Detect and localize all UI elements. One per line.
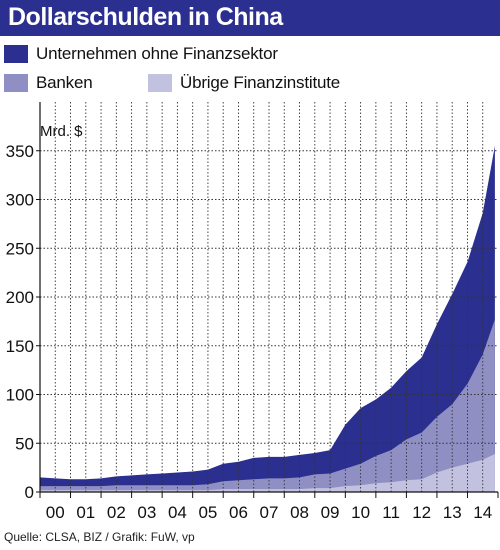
x-tick-label: 02 [107, 503, 126, 522]
x-tick-labels: 00 01 02 03 04 05 06 07 08 09 10 11 12 13 14 [46, 503, 492, 522]
y-tick-label: 50 [15, 434, 34, 453]
y-tick-label: 300 [6, 191, 34, 210]
y-tick-label: 350 [6, 142, 34, 161]
area-uebrige [40, 454, 495, 492]
area-layers [40, 145, 495, 492]
y-unit-label: Mrd. $ [40, 123, 83, 140]
y-tick-label: 150 [6, 337, 34, 356]
x-tick-label: 12 [412, 503, 431, 522]
y-tick-label: 250 [6, 239, 34, 258]
x-tick-label: 10 [351, 503, 370, 522]
x-tick-label: 09 [321, 503, 340, 522]
chart-title: Dollarschulden in China [8, 3, 283, 31]
x-tick-label: 11 [382, 503, 400, 522]
x-tick-label: 04 [168, 503, 187, 522]
x-tick-label: 14 [473, 503, 492, 522]
legend-label-unternehmen: Unternehmen ohne Finanzsektor [36, 44, 278, 63]
x-tick-label: 07 [260, 503, 279, 522]
legend-swatch-unternehmen [4, 45, 28, 63]
legend-item-unternehmen: Unternehmen ohne Finanzsektor [4, 43, 278, 65]
legend-label-banken: Banken [36, 73, 93, 92]
x-tick-label: 03 [137, 503, 156, 522]
y-tick-label: 100 [6, 386, 34, 405]
y-tick-label: 200 [6, 288, 34, 307]
source-note: Quelle: CLSA, BIZ / Grafik: FuW, vp [4, 530, 195, 544]
legend-item-banken: Banken [4, 72, 93, 94]
legend-swatch-banken [4, 74, 28, 92]
x-tick-label: 13 [443, 503, 462, 522]
legend-item-uebrige: Übrige Finanzinstitute [148, 72, 340, 94]
grid-lines [40, 102, 498, 492]
x-tick-label: 06 [229, 503, 248, 522]
area-unternehmen [40, 145, 495, 492]
plot-frame [36, 102, 499, 498]
x-tick-label: 05 [198, 503, 217, 522]
legend-label-uebrige: Übrige Finanzinstitute [180, 73, 341, 92]
x-tick-label: 08 [290, 503, 309, 522]
y-tick-labels: 0 50 100 150 200 250 300 350 [6, 142, 34, 502]
x-tick-label: 00 [46, 503, 65, 522]
title-bar: Dollarschulden in China [0, 0, 500, 36]
legend-swatch-uebrige [148, 74, 172, 92]
y-tick-label: 0 [25, 483, 34, 502]
x-tick-label: 01 [76, 503, 95, 522]
